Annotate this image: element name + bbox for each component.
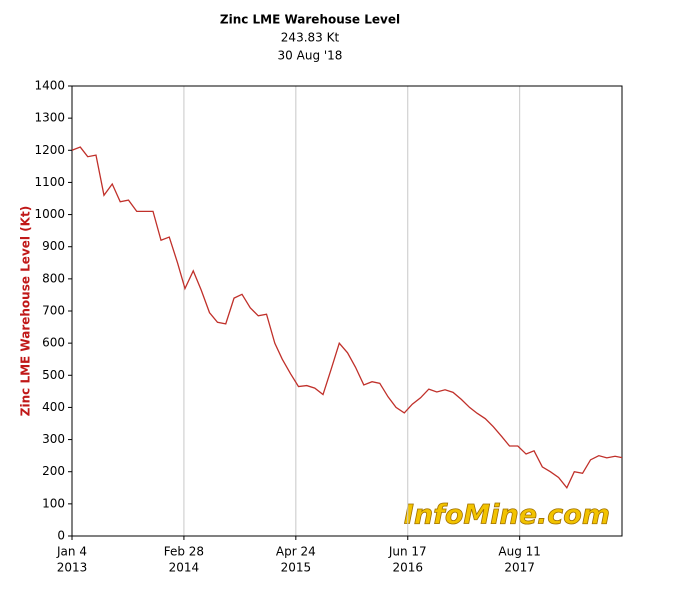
x-tick-label: 2016 (392, 561, 423, 575)
data-line (71, 146, 623, 490)
y-tick-label: 0 (57, 529, 65, 543)
y-tick-label: 900 (42, 239, 65, 253)
y-tick-label: 700 (42, 304, 65, 318)
y-tick-label: 300 (42, 432, 65, 446)
y-tick-label: 400 (42, 400, 65, 414)
x-tick-label: Aug 11 (498, 545, 541, 559)
y-tick-label: 1400 (34, 79, 65, 93)
y-tick-label: 800 (42, 271, 65, 285)
x-tick-label: Apr 24 (276, 545, 316, 559)
y-tick-label: 1000 (34, 207, 65, 221)
x-tick-label: 2015 (281, 561, 312, 575)
y-tick-label: 600 (42, 336, 65, 350)
y-tick-label: 1300 (34, 111, 65, 125)
chart-date: 30 Aug '18 (278, 49, 343, 63)
plot-frame (71, 85, 623, 537)
y-tick-label: 500 (42, 368, 65, 382)
watermark: InfoMine.com (404, 500, 610, 531)
y-tick-label: 100 (42, 496, 65, 510)
x-tick-label: Jan 4 (56, 545, 87, 559)
chart-subtitle: 243.83 Kt (281, 31, 340, 45)
x-tick-label: Jun 17 (388, 545, 427, 559)
x-tick-label: Feb 28 (164, 545, 204, 559)
x-tick-label: 2014 (169, 561, 200, 575)
x-tick-label: 2013 (57, 561, 88, 575)
y-axis-label: Zinc LME Warehouse Level (Kt) (19, 206, 33, 416)
x-tick-label: 2017 (504, 561, 535, 575)
y-tick-label: 1100 (34, 175, 65, 189)
y-tick-label: 1200 (34, 143, 65, 157)
chart-title: Zinc LME Warehouse Level (220, 13, 400, 27)
y-tick-label: 200 (42, 464, 65, 478)
